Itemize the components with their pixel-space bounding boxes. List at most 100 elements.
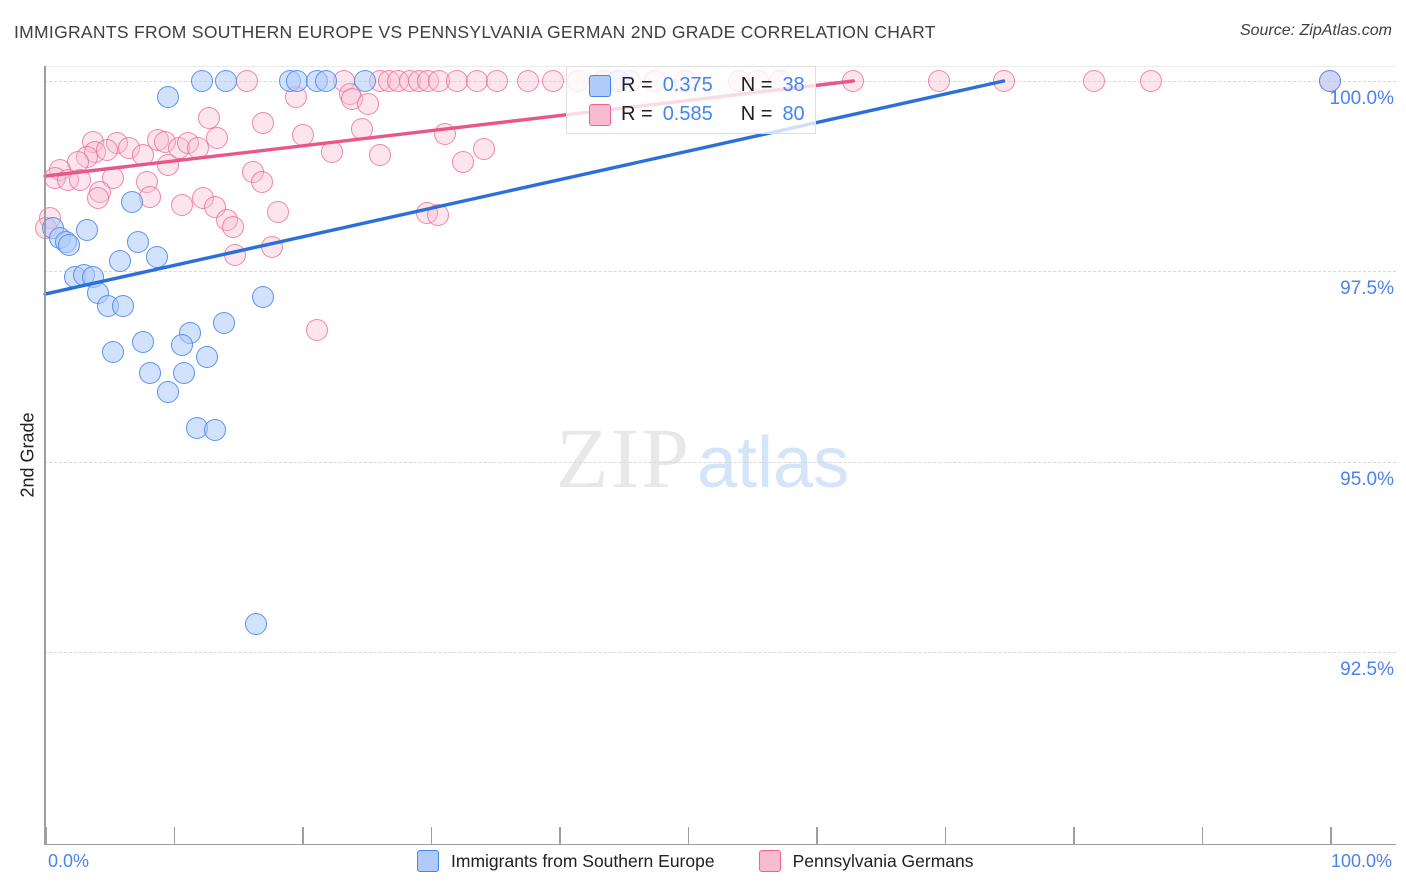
scatter-point-blue [157, 381, 180, 404]
scatter-point-blue [244, 613, 267, 636]
x-axis-tick [944, 827, 946, 844]
scatter-point-pink [292, 124, 315, 147]
x-axis-tick [173, 827, 175, 844]
scatter-point-pink [86, 187, 109, 210]
pink-series-swatch [758, 850, 781, 872]
scatter-point-pink [517, 70, 540, 92]
scatter-point-pink [473, 137, 496, 160]
scatter-point-pink [351, 117, 374, 140]
scatter-point-pink [928, 70, 951, 92]
x-axis-tick [1330, 827, 1332, 844]
scatter-point-pink [252, 111, 275, 134]
scatter-point-blue [102, 340, 125, 363]
source-credit: Source: ZipAtlas.com [1239, 22, 1392, 39]
y-axis-line [44, 66, 46, 844]
scatter-point-blue [285, 70, 308, 92]
scatter-point-pink [198, 107, 221, 130]
scatter-point-blue [190, 70, 213, 92]
scatter-point-pink [992, 70, 1015, 92]
scatter-point-pink [221, 216, 244, 239]
x-axis-tick [1201, 827, 1203, 844]
legend-row-pink: R = 0.585 N = 80 [589, 103, 815, 126]
scatter-point-blue [108, 250, 131, 273]
scatter-point-blue [171, 334, 194, 357]
legend-row-blue: R = 0.375 N = 38 [589, 74, 815, 97]
scatter-point-pink [451, 150, 474, 173]
scatter-point-blue [112, 295, 135, 318]
blue-series-swatch [417, 850, 439, 872]
scatter-point-blue [121, 190, 144, 213]
gridline [44, 271, 1396, 273]
bottom-legend: Immigrants from Southern Europe Pennsylv… [417, 850, 974, 872]
scatter-point-pink [251, 171, 274, 194]
scatter-point-blue [252, 286, 275, 309]
scatter-point-pink [224, 244, 247, 267]
y-tick-label: 92.5% [1340, 658, 1394, 680]
watermark: ZIP atlas [556, 408, 849, 508]
y-tick-label: 97.5% [1340, 278, 1394, 300]
x-axis-min-label: 0.0% [48, 851, 90, 871]
page-title: IMMIGRANTS FROM SOUTHERN EUROPE VS PENNS… [14, 22, 936, 42]
scatter-point-pink [171, 194, 194, 217]
bottom-legend-item-pink: Pennsylvania Germans [758, 850, 974, 872]
x-axis-tick [1073, 827, 1075, 844]
scatter-point-blue [1319, 70, 1341, 92]
scatter-point-pink [68, 168, 91, 191]
watermark-atlas: atlas [697, 423, 850, 503]
scatter-point-pink [206, 127, 229, 150]
r-label-blue: R = [621, 74, 653, 96]
scatter-point-blue [139, 362, 162, 385]
x-axis-tick [45, 827, 47, 844]
trendline [43, 79, 1006, 296]
scatter-point-blue [195, 346, 218, 369]
correlation-legend-box: R = 0.375 N = 38 R = 0.585 N = 80 [566, 66, 816, 134]
scatter-point-pink [235, 70, 258, 92]
scatter-point-pink [465, 70, 488, 92]
scatter-point-blue [131, 331, 154, 354]
bottom-legend-label-pink: Pennsylvania Germans [792, 850, 974, 871]
bottom-legend-item-blue: Immigrants from Southern Europe [417, 850, 715, 872]
scatter-point-blue [212, 311, 235, 334]
scatter-point-pink [356, 92, 379, 115]
scatter-point-blue [215, 70, 238, 92]
gridline [44, 461, 1396, 463]
pink-series-swatch [589, 103, 611, 126]
x-axis-tick [302, 827, 304, 844]
scatter-point-pink [1140, 70, 1163, 92]
scatter-point-pink [266, 200, 289, 223]
scatter-point-pink [320, 140, 343, 163]
scatter-point-pink [541, 70, 564, 92]
scatter-point-pink [486, 70, 509, 92]
x-axis-tick [816, 827, 818, 844]
scatter-point-blue [126, 231, 149, 254]
y-tick-label: 95.0% [1340, 468, 1394, 490]
scatter-point-blue [76, 219, 99, 242]
scatter-point-pink [433, 123, 456, 146]
scatter-point-pink [131, 143, 154, 166]
scatter-point-pink [306, 318, 329, 341]
x-axis-max-label: 100.0% [1330, 851, 1392, 871]
bottom-legend-label-blue: Immigrants from Southern Europe [451, 850, 715, 871]
scatter-point-pink [369, 143, 392, 166]
scatter-point-pink [95, 139, 118, 162]
scatter-point-blue [157, 85, 180, 108]
n-value-pink: 80 [782, 103, 805, 125]
scatter-point-blue [315, 70, 338, 92]
x-axis-tick [430, 827, 432, 844]
scatter-point-blue [203, 419, 226, 442]
y-tick-label: 100.0% [1329, 88, 1394, 109]
scatter-point-pink [157, 153, 180, 176]
r-value-pink: 0.585 [662, 103, 713, 125]
n-label-pink: N = [740, 103, 773, 125]
scatter-point-blue [58, 234, 81, 257]
x-axis-tick [559, 827, 561, 844]
n-value-blue: 38 [782, 74, 805, 96]
scatter-point-blue [145, 245, 168, 268]
scatter-point-blue [172, 362, 195, 385]
r-value-blue: 0.375 [662, 74, 713, 96]
r-label-pink: R = [621, 103, 653, 125]
scatter-point-pink [842, 70, 865, 92]
x-axis-tick [687, 827, 689, 844]
scatter-point-pink [427, 203, 450, 226]
